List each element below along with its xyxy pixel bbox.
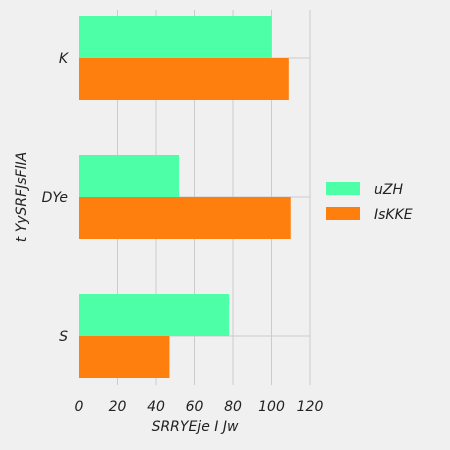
y-tick-label: K: [59, 51, 70, 67]
bar-uZH-K: [79, 16, 272, 58]
legend: uZH IsKKE: [326, 182, 413, 223]
x-tick-label: 40: [147, 399, 165, 415]
x-tick-label: 60: [186, 399, 204, 415]
x-tick-label: 100: [258, 399, 285, 415]
x-tick-label: 80: [224, 399, 242, 415]
x-tick-label: 120: [297, 399, 324, 415]
legend-swatch-series-1: [326, 182, 360, 195]
y-tick-label: S: [59, 329, 68, 345]
x-tick-label: 0: [75, 399, 84, 415]
x-tick-label: 20: [109, 399, 127, 415]
bar-IsKKE-DYe: [79, 197, 291, 239]
x-axis-label: SRRYEje I Jw: [152, 419, 239, 435]
y-axis-label: t YySRFJsFlIA: [14, 152, 30, 243]
y-tick-labels: K DYe S: [42, 51, 70, 345]
legend-label-series-1: uZH: [374, 182, 403, 198]
bar-uZH-DYe: [79, 155, 180, 197]
bars-layer: [79, 16, 291, 378]
y-tick-label: DYe: [42, 190, 68, 206]
bar-IsKKE-S: [79, 336, 170, 378]
bar-uZH-S: [79, 294, 230, 336]
legend-label-series-2: IsKKE: [374, 207, 413, 223]
x-tick-labels: 0 20 40 60 80 100 120: [75, 399, 324, 415]
legend-swatch-series-2: [326, 207, 360, 220]
bar-IsKKE-K: [79, 58, 289, 100]
